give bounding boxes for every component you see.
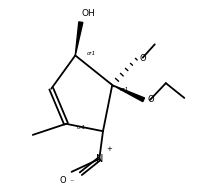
Text: O: O (147, 95, 154, 104)
Text: or1: or1 (120, 87, 129, 92)
Text: ⁻: ⁻ (70, 177, 74, 186)
Text: or1: or1 (86, 51, 96, 56)
Polygon shape (75, 22, 83, 55)
Text: O: O (140, 54, 147, 63)
Text: OH: OH (81, 9, 95, 18)
Text: N: N (96, 154, 103, 164)
Polygon shape (112, 85, 145, 102)
Text: +: + (107, 146, 112, 152)
Text: or1: or1 (77, 125, 86, 130)
Text: O: O (59, 176, 66, 185)
